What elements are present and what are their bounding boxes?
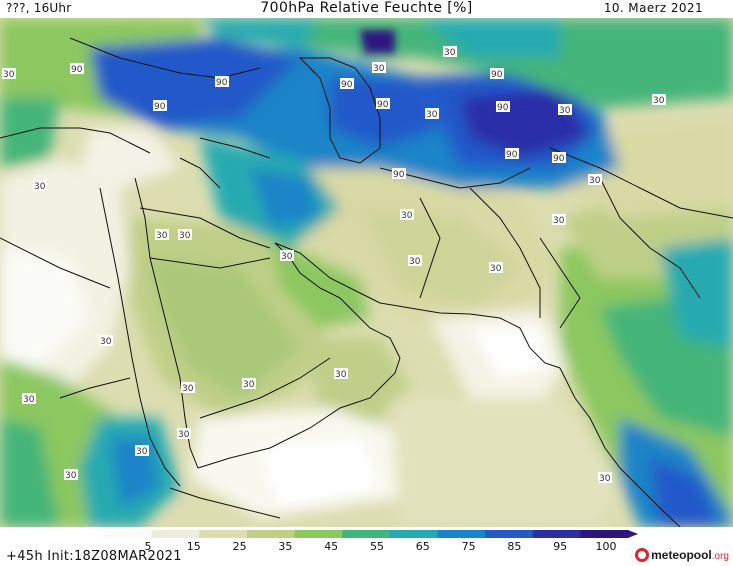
- contour-label-30: 30: [182, 384, 194, 394]
- contour-label-30: 30: [490, 264, 502, 274]
- colorbar-tick-label: 95: [553, 540, 568, 553]
- coastlines: [0, 37, 733, 527]
- forecast-time: ???, 16Uhr: [6, 1, 72, 15]
- contour-label-90: 90: [553, 154, 565, 164]
- colorbar-segment: [199, 530, 248, 538]
- contour-label-30: 30: [156, 231, 168, 241]
- contour-label-30: 30: [409, 257, 421, 267]
- contour-label-90: 90: [491, 70, 503, 80]
- colorbar-segment: [246, 530, 295, 538]
- meteopool-icon: [635, 548, 650, 562]
- humidity-field: [0, 18, 733, 527]
- contour-label-90: 90: [341, 80, 353, 90]
- colorbar-arrow: [628, 530, 638, 538]
- contour-label-30: 30: [373, 64, 385, 74]
- contour-label-30: 30: [401, 211, 413, 221]
- map-canvas: 90 90 90 90 90 90 90 90 90 90 30 30 30 3…: [0, 18, 733, 527]
- brand-name: meteopool.org: [651, 548, 729, 562]
- colorbar-tick-label: 85: [507, 540, 522, 553]
- contour-label-30: 30: [3, 70, 15, 80]
- colorbar-segment: [104, 530, 153, 538]
- colorbar-tick-label: 75: [461, 540, 476, 553]
- contour-label-30: 30: [65, 471, 77, 481]
- contour-label-30: 30: [281, 252, 293, 262]
- colorbar-tick-label: 65: [415, 540, 430, 553]
- colorbar-strip: [104, 530, 638, 538]
- contour-label-30: 30: [178, 430, 190, 440]
- colorbar-tick-label: 55: [370, 540, 384, 553]
- colorbar-segment: [437, 530, 486, 538]
- contour-label-30: 30: [553, 216, 565, 226]
- contour-label-30: 30: [136, 447, 148, 457]
- contour-label-90: 90: [393, 170, 405, 180]
- contour-label-30: 30: [100, 337, 112, 347]
- map-title: 700hPa Relative Feuchte [%]: [260, 0, 473, 16]
- colorbar-tick-label: 45: [324, 540, 339, 553]
- colorbar-segment: [532, 530, 581, 538]
- contour-label-30: 30: [243, 380, 255, 390]
- humidity-map[interactable]: 90 90 90 90 90 90 90 90 90 90 30 30 30 3…: [0, 18, 733, 527]
- brand-domain: .org: [711, 551, 729, 562]
- contour-label-90: 90: [497, 103, 509, 113]
- contour-label-90: 90: [154, 102, 166, 112]
- contour-label-30: 30: [653, 96, 665, 106]
- colorbar-tick-label: 5: [144, 540, 152, 553]
- colorbar-segment: [389, 530, 438, 538]
- contour-label-30: 30: [559, 106, 571, 116]
- colorbar-segment: [294, 530, 343, 538]
- contour-label-30: 30: [34, 182, 46, 192]
- colorbar-tick-label: 15: [186, 540, 201, 553]
- contour-label-30: 30: [23, 395, 35, 405]
- colorbar: 5 15 25 35 45 55 65 75 85 95 100: [0, 527, 733, 566]
- contour-label-90: 90: [71, 65, 83, 75]
- contour-label-30: 30: [444, 48, 456, 58]
- contour-label-30: 30: [335, 370, 347, 380]
- colorbar-tick-label: 35: [278, 540, 293, 553]
- colorbar-segment: [151, 530, 200, 538]
- contour-label-30: 30: [426, 110, 438, 120]
- meteopool-logo[interactable]: meteopool.org: [635, 546, 729, 564]
- contour-label-30: 30: [179, 231, 191, 241]
- brand-text: meteopool: [651, 548, 712, 562]
- run-info: +45h Init:18Z08MAR2021: [6, 549, 182, 564]
- colorbar-tick-label: 100: [595, 540, 617, 553]
- contour-label-90: 90: [506, 150, 518, 160]
- contour-label-90: 90: [377, 100, 389, 110]
- forecast-date: 10. Maerz 2021: [603, 1, 703, 15]
- colorbar-segment: [485, 530, 534, 538]
- contour-labels: 90 90 90 90 90 90 90 90 90 90 30 30 30 3…: [2, 46, 666, 484]
- colorbar-segment: [342, 530, 391, 538]
- colorbar-segment: [580, 530, 629, 538]
- colorbar-tick-label: 25: [232, 540, 247, 553]
- header-bar: ???, 16Uhr 700hPa Relative Feuchte [%] 1…: [0, 0, 733, 18]
- contour-label-90: 90: [216, 78, 228, 88]
- contour-label-30: 30: [599, 474, 611, 484]
- contour-label-30: 30: [589, 176, 601, 186]
